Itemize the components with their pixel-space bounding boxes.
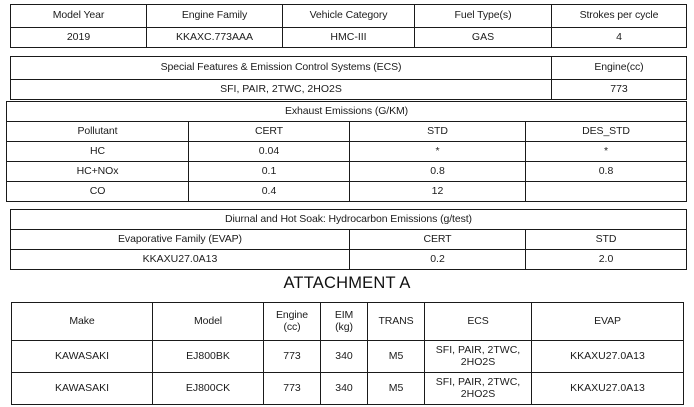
col-header-vehicle-category: Vehicle Category <box>282 4 415 28</box>
table-header-row: Pollutant CERT STD DES_STD <box>6 121 688 142</box>
exhaust-emissions-title: Exhaust Emissions (G/KM) <box>5 101 688 122</box>
col-header-model: Model <box>152 302 264 341</box>
col-header-eim-kg: EIM (kg) <box>320 302 368 341</box>
cell-evap-family: KKAXU27.0A13 <box>10 249 350 270</box>
cell-engine-cc: 773 <box>263 340 321 373</box>
cell-evap-std: 2.0 <box>525 249 687 270</box>
cell-ecs-line1: SFI, PAIR, 2TWC, <box>435 375 521 388</box>
table-header-row: Model Year Engine Family Vehicle Categor… <box>10 4 687 28</box>
cell-hc-cert: 0.04 <box>188 141 350 162</box>
cell-ecs-line1: SFI, PAIR, 2TWC, <box>435 343 521 356</box>
table-header-row: Special Features & Emission Control Syst… <box>10 56 687 80</box>
cell-hc-des-std: * <box>524 141 688 162</box>
table-row: HC+NOx 0.1 0.8 0.8 <box>6 161 688 182</box>
cell-strokes-per-cycle: 4 <box>551 27 687 48</box>
table-title-row: Exhaust Emissions (G/KM) <box>5 101 688 122</box>
table-row: KKAXU27.0A13 0.2 2.0 <box>10 249 687 270</box>
cell-pollutant-co: CO <box>6 181 189 202</box>
cell-pollutant-hc-nox: HC+NOx <box>6 161 189 182</box>
col-header-engine-family: Engine Family <box>146 4 283 28</box>
ecs-table: Special Features & Emission Control Syst… <box>10 56 687 100</box>
col-header-engine-cc: Engine (cc) <box>263 302 321 341</box>
col-header-evap-std: STD <box>525 229 687 250</box>
cell-engine-cc: 773 <box>551 79 687 100</box>
cell-evap: KKAXU27.0A13 <box>531 372 684 405</box>
table-row: SFI, PAIR, 2TWC, 2HO2S 773 <box>10 79 687 100</box>
col-header-ecs: ECS <box>424 302 532 341</box>
cell-ecs-list: SFI, PAIR, 2TWC, 2HO2S <box>10 79 552 100</box>
cell-trans: M5 <box>367 340 425 373</box>
col-header-engine-cc: Engine(cc) <box>551 56 687 80</box>
table-row: KAWASAKI EJ800CK 773 340 M5 SFI, PAIR, 2… <box>11 372 684 405</box>
diurnal-hot-soak-table-wrap: Diurnal and Hot Soak: Hydrocarbon Emissi… <box>10 209 687 270</box>
exhaust-emissions-table-wrap: Exhaust Emissions (G/KM) Pollutant CERT … <box>5 101 688 202</box>
cell-eim-kg: 340 <box>320 340 368 373</box>
col-header-engine-line2: (cc) <box>283 320 301 333</box>
cell-co-std: 12 <box>349 181 526 202</box>
table-row: CO 0.4 12 <box>6 181 688 202</box>
table-title-row: Diurnal and Hot Soak: Hydrocarbon Emissi… <box>10 209 687 230</box>
col-header-eim-line1: EIM <box>334 308 354 321</box>
attachment-a-table-wrap: Make Model Engine (cc) EIM (kg) TRANS EC… <box>11 302 684 405</box>
cell-make: KAWASAKI <box>11 340 153 373</box>
cell-ecs-line2: 2HO2S <box>460 387 496 400</box>
col-header-eim-line2: (kg) <box>335 320 353 333</box>
exhaust-emissions-table: Exhaust Emissions (G/KM) Pollutant CERT … <box>5 101 688 202</box>
ecs-table-wrap: Special Features & Emission Control Syst… <box>10 56 687 100</box>
cell-hc-nox-des-std: 0.8 <box>524 161 688 182</box>
cell-model: EJ800CK <box>152 372 264 405</box>
attachment-a-title: ATTACHMENT A <box>283 274 411 292</box>
cell-model-year: 2019 <box>10 27 147 48</box>
cell-ecs: SFI, PAIR, 2TWC, 2HO2S <box>424 372 532 405</box>
general-info-table-wrap: Model Year Engine Family Vehicle Categor… <box>10 4 687 48</box>
col-header-model-year: Model Year <box>10 4 147 28</box>
col-header-make: Make <box>11 302 153 341</box>
col-header-fuel-types: Fuel Type(s) <box>414 4 552 28</box>
table-row: HC 0.04 * * <box>6 141 688 162</box>
cell-co-des-std <box>524 181 688 202</box>
cell-evap-cert: 0.2 <box>349 249 526 270</box>
table-header-row: Evaporative Family (EVAP) CERT STD <box>10 229 687 250</box>
col-header-evap: EVAP <box>531 302 684 341</box>
col-header-cert: CERT <box>188 121 350 142</box>
col-header-des-std: DES_STD <box>524 121 688 142</box>
col-header-std: STD <box>349 121 526 142</box>
cell-make: KAWASAKI <box>11 372 153 405</box>
col-header-strokes-per-cycle: Strokes per cycle <box>551 4 687 28</box>
cell-eim-kg: 340 <box>320 372 368 405</box>
cell-fuel-types: GAS <box>414 27 552 48</box>
cell-engine-family: KKAXC.773AAA <box>146 27 283 48</box>
col-header-pollutant: Pollutant <box>6 121 189 142</box>
cell-co-cert: 0.4 <box>188 181 350 202</box>
table-row: 2019 KKAXC.773AAA HMC-III GAS 4 <box>10 27 687 48</box>
diurnal-hot-soak-table: Diurnal and Hot Soak: Hydrocarbon Emissi… <box>10 209 687 270</box>
cell-model: EJ800BK <box>152 340 264 373</box>
col-header-evap-cert: CERT <box>349 229 526 250</box>
cell-pollutant-hc: HC <box>6 141 189 162</box>
cell-hc-nox-std: 0.8 <box>349 161 526 182</box>
cell-ecs: SFI, PAIR, 2TWC, 2HO2S <box>424 340 532 373</box>
cell-engine-cc: 773 <box>263 372 321 405</box>
cell-vehicle-category: HMC-III <box>282 27 415 48</box>
cell-trans: M5 <box>367 372 425 405</box>
cell-evap: KKAXU27.0A13 <box>531 340 684 373</box>
col-header-engine-line1: Engine <box>275 308 309 321</box>
attachment-a-table: Make Model Engine (cc) EIM (kg) TRANS EC… <box>11 302 684 405</box>
attachment-title-wrap: ATTACHMENT A <box>0 274 694 293</box>
general-info-table: Model Year Engine Family Vehicle Categor… <box>10 4 687 48</box>
cell-hc-nox-cert: 0.1 <box>188 161 350 182</box>
col-header-special-features-ecs: Special Features & Emission Control Syst… <box>10 56 552 80</box>
diurnal-hot-soak-title: Diurnal and Hot Soak: Hydrocarbon Emissi… <box>10 209 687 230</box>
col-header-trans: TRANS <box>367 302 425 341</box>
table-row: KAWASAKI EJ800BK 773 340 M5 SFI, PAIR, 2… <box>11 340 684 373</box>
cell-ecs-line2: 2HO2S <box>460 355 496 368</box>
table-header-row: Make Model Engine (cc) EIM (kg) TRANS EC… <box>11 302 684 341</box>
col-header-evaporative-family: Evaporative Family (EVAP) <box>10 229 350 250</box>
cell-hc-std: * <box>349 141 526 162</box>
